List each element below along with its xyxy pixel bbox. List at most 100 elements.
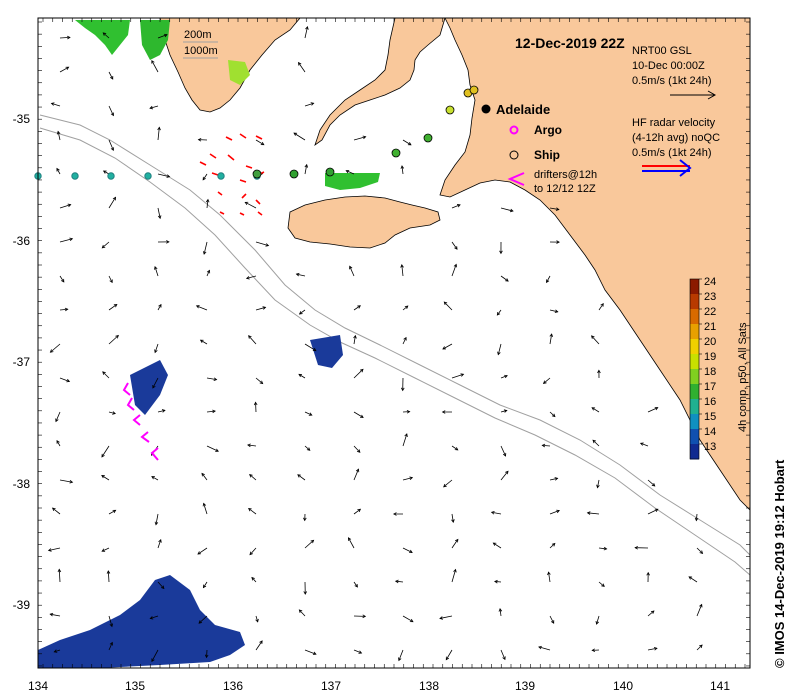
current-arrowhead bbox=[403, 336, 407, 341]
frame-ticks bbox=[38, 18, 750, 668]
hf-vector bbox=[255, 135, 263, 140]
argo-float-marker bbox=[107, 172, 115, 180]
colorbar-tick-label: 15 bbox=[704, 411, 716, 423]
current-arrow bbox=[500, 207, 514, 212]
current-arrow bbox=[304, 164, 308, 175]
current-arrow bbox=[591, 335, 600, 345]
current-arrow bbox=[443, 301, 453, 311]
current-arrow bbox=[304, 539, 314, 549]
current-arrowhead bbox=[409, 618, 414, 623]
current-arrow bbox=[398, 649, 404, 661]
current-arrow bbox=[296, 273, 306, 277]
current-arrowhead bbox=[248, 507, 252, 512]
current-arrow bbox=[395, 580, 404, 583]
current-arrow bbox=[549, 543, 556, 549]
current-arrowhead bbox=[101, 453, 105, 458]
hf-vector bbox=[245, 165, 253, 169]
current-arrowhead bbox=[112, 196, 116, 201]
current-arrow bbox=[500, 471, 509, 481]
y-tick-label: -39 bbox=[13, 598, 31, 612]
current-arrowhead bbox=[654, 508, 659, 512]
current-arrowhead bbox=[454, 447, 459, 451]
current-arrow bbox=[451, 539, 459, 549]
isobath-200m-label: 200m bbox=[184, 29, 212, 41]
current-arrow bbox=[500, 445, 506, 457]
current-arrowhead bbox=[245, 276, 250, 280]
current-arrowhead bbox=[66, 378, 71, 383]
current-arrowhead bbox=[101, 244, 106, 249]
current-arrow bbox=[491, 511, 502, 515]
current-arrow bbox=[245, 201, 257, 209]
current-arrowhead bbox=[110, 112, 115, 117]
current-arrowhead bbox=[496, 311, 501, 316]
current-arrowhead bbox=[455, 538, 459, 543]
current-arrow bbox=[249, 474, 257, 481]
hf-vector bbox=[239, 133, 247, 139]
current-arrowhead bbox=[259, 380, 264, 385]
ship-position-marker bbox=[325, 167, 335, 177]
current-arrow bbox=[549, 333, 553, 345]
current-arrowhead bbox=[202, 584, 207, 589]
current-arrowhead bbox=[158, 303, 162, 308]
current-arrowhead bbox=[406, 409, 411, 414]
drifter-legend-symbol bbox=[507, 172, 525, 186]
city-label-adelaide: Adelaide bbox=[496, 102, 550, 117]
current-arrow bbox=[108, 615, 113, 627]
hf-vector bbox=[217, 191, 223, 196]
current-arrowhead bbox=[503, 409, 508, 413]
current-arrow bbox=[58, 569, 61, 583]
current-arrowhead bbox=[360, 414, 364, 418]
current-arrow bbox=[206, 377, 217, 381]
current-arrowhead bbox=[69, 237, 74, 242]
kangaroo-island bbox=[287, 195, 441, 249]
current-arrowhead bbox=[304, 163, 309, 168]
hf-scale-arrowhead bbox=[679, 159, 692, 177]
current-arrowhead bbox=[195, 305, 200, 309]
current-arrowhead bbox=[550, 620, 555, 624]
current-arrow bbox=[353, 581, 358, 588]
sst-patch-green-strait bbox=[325, 173, 380, 190]
isobath-200m bbox=[39, 114, 751, 556]
drifters bbox=[122, 382, 159, 461]
hf-radar-vectors bbox=[199, 133, 265, 216]
colorbar-tick-label: 14 bbox=[704, 426, 716, 438]
current-arrowhead bbox=[398, 657, 402, 662]
current-arrowhead bbox=[154, 521, 159, 526]
current-arrowhead bbox=[262, 306, 267, 310]
current-arrow bbox=[451, 513, 454, 523]
current-arrow bbox=[206, 445, 219, 452]
current-arrow bbox=[499, 608, 502, 617]
current-arrowhead bbox=[306, 447, 311, 451]
current-arrowhead bbox=[69, 480, 74, 484]
current-arrow bbox=[640, 442, 649, 447]
current-arrowhead bbox=[109, 623, 114, 628]
colorbar-tick-label: 19 bbox=[704, 351, 716, 363]
current-arrow bbox=[152, 377, 159, 389]
current-arrow bbox=[157, 127, 160, 141]
current-arrowhead bbox=[591, 335, 595, 339]
current-arrow bbox=[353, 649, 362, 654]
current-arrow bbox=[353, 445, 361, 453]
current-arrowhead bbox=[204, 654, 209, 659]
colorbar-tick-label: 18 bbox=[704, 366, 716, 378]
current-arrowhead bbox=[161, 409, 166, 413]
sst-patch-cold-south bbox=[38, 575, 245, 668]
current-arrowhead bbox=[542, 380, 547, 384]
current-arrowhead bbox=[554, 309, 559, 314]
current-arrowhead bbox=[699, 550, 704, 554]
current-arrowhead bbox=[251, 576, 255, 581]
hf-legend: HF radar velocity (4-12h avg) noQC 0.5m/… bbox=[632, 117, 720, 177]
current-arrowhead bbox=[312, 651, 317, 656]
current-arrowhead bbox=[597, 369, 601, 374]
current-arrowhead bbox=[154, 349, 158, 354]
current-arrowhead bbox=[205, 198, 210, 203]
current-arrow bbox=[293, 132, 306, 141]
hf-legend-line2: (4-12h avg) noQC bbox=[632, 132, 720, 144]
current-arrow bbox=[451, 373, 464, 379]
current-arrow bbox=[500, 410, 507, 413]
y-axis: -35 -36 -37 -38 -39 bbox=[13, 112, 31, 612]
current-arrow bbox=[647, 407, 658, 413]
hf-vector bbox=[199, 161, 207, 166]
current-arrow bbox=[248, 335, 257, 345]
